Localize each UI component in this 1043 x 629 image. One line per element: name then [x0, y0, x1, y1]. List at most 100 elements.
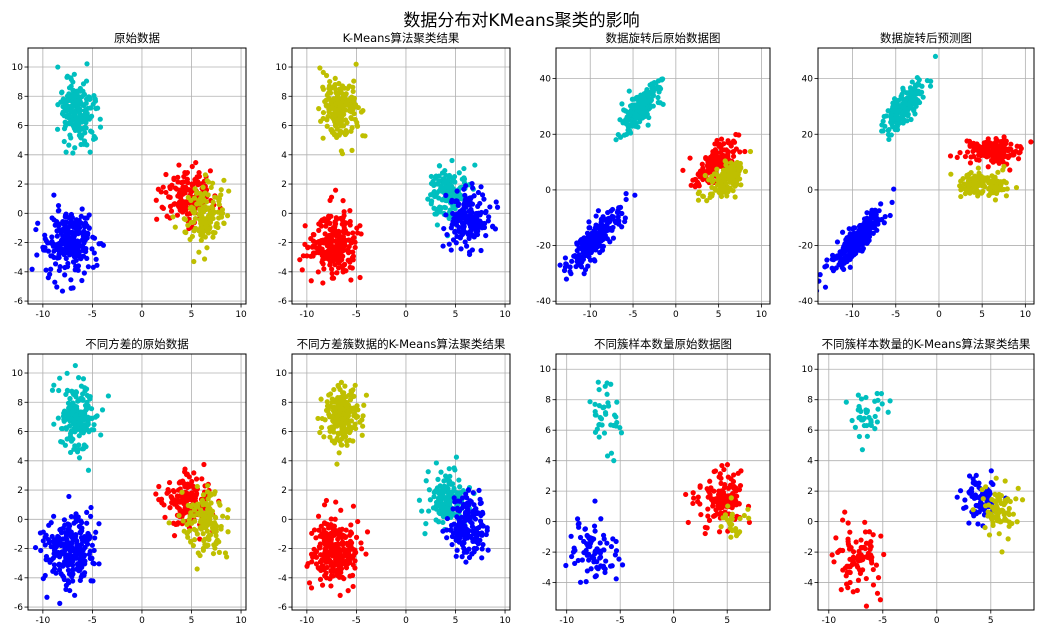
- scatter-point: [225, 507, 231, 513]
- scatter-point: [332, 262, 338, 268]
- scatter-point: [822, 284, 829, 290]
- scatter-point: [185, 530, 191, 536]
- scatter-point: [337, 130, 343, 136]
- scatter-point: [449, 489, 455, 495]
- scatter-point: [336, 412, 343, 418]
- y-tick-label: -6: [278, 297, 287, 307]
- scatter-point: [983, 150, 989, 156]
- y-tick-label: -2: [278, 239, 287, 249]
- scatter-point: [358, 540, 364, 546]
- scatter-point: [75, 229, 82, 235]
- scatter-point: [60, 111, 67, 117]
- scatter-point: [450, 177, 456, 183]
- scatter-point: [73, 217, 80, 223]
- scatter-point: [302, 223, 308, 229]
- scatter-point: [330, 523, 337, 529]
- scatter-point: [466, 249, 473, 255]
- scatter-point: [458, 246, 464, 252]
- scatter-point: [462, 192, 468, 198]
- y-tick-label: -40: [536, 297, 551, 307]
- scatter-point: [191, 258, 197, 265]
- scatter-point: [880, 128, 886, 134]
- scatter-point: [435, 195, 442, 201]
- scatter-point: [592, 528, 598, 534]
- scatter-point: [348, 540, 355, 546]
- scatter-point: [333, 111, 339, 117]
- scatter-point: [62, 541, 68, 547]
- y-tick-label: 10: [276, 369, 288, 379]
- scatter-point: [833, 255, 839, 261]
- scatter-point: [436, 178, 442, 184]
- scatter-point: [342, 131, 348, 138]
- scatter-point: [690, 490, 696, 496]
- scatter-point: [736, 165, 742, 171]
- x-tick-label: 5: [979, 310, 985, 320]
- scatter-point: [323, 97, 329, 103]
- scatter-point: [643, 108, 650, 114]
- scatter-point: [69, 104, 75, 110]
- scatter-point: [171, 175, 177, 181]
- scatter-point: [724, 184, 731, 190]
- scatter-point: [486, 214, 492, 220]
- scatter-point: [29, 266, 35, 272]
- scatter-point: [846, 244, 852, 250]
- scatter-point: [224, 514, 231, 521]
- scatter-point: [80, 233, 86, 239]
- scatter-point: [329, 572, 335, 579]
- scatter-point: [598, 416, 605, 422]
- scatter-point: [341, 111, 347, 118]
- scatter-point: [350, 583, 356, 590]
- scatter-point: [600, 563, 607, 569]
- y-tick-label: 10: [12, 63, 24, 73]
- x-tick-label: 0: [673, 310, 679, 320]
- x-tick-label: 10: [235, 310, 247, 320]
- scatter-point: [38, 547, 44, 554]
- scatter-point: [172, 185, 179, 191]
- scatter-point: [351, 393, 357, 399]
- scatter-point: [459, 540, 466, 546]
- scatter-point: [220, 513, 226, 519]
- scatter-point: [598, 516, 604, 522]
- scatter-point: [426, 487, 432, 493]
- scatter-point: [45, 248, 52, 254]
- scatter-point: [72, 592, 78, 598]
- scatter-point: [444, 535, 450, 541]
- scatter-point: [74, 538, 80, 544]
- scatter-point: [201, 461, 207, 468]
- scatter-point: [586, 219, 592, 225]
- scatter-point: [613, 548, 620, 554]
- scatter-point: [210, 199, 216, 205]
- scatter-point: [702, 172, 708, 179]
- scatter-point: [360, 133, 366, 139]
- scatter-point: [43, 557, 49, 563]
- scatter-point: [317, 576, 324, 583]
- scatter-point: [363, 551, 369, 557]
- scatter-point: [81, 416, 87, 423]
- scatter-point: [614, 399, 620, 405]
- scatter-point: [423, 521, 429, 527]
- scatter-point: [360, 413, 366, 419]
- scatter-point: [171, 201, 177, 207]
- scatter-point: [982, 143, 988, 149]
- scatter-point: [695, 498, 701, 505]
- y-tick-label: 6: [17, 122, 23, 132]
- scatter-point: [985, 136, 991, 142]
- scatter-point: [334, 569, 340, 575]
- scatter-point: [198, 237, 204, 243]
- scatter-point: [441, 225, 447, 232]
- scatter-points: [304, 379, 491, 598]
- scatter-point: [33, 226, 39, 233]
- y-tick-label: 8: [17, 398, 23, 408]
- scatter-point: [329, 396, 335, 402]
- scatter-point: [88, 406, 95, 412]
- scatter-point: [419, 508, 425, 514]
- scatter-point: [183, 471, 190, 478]
- scatter-point: [85, 403, 91, 409]
- scatter-point: [455, 202, 461, 209]
- scatter-point: [459, 527, 466, 533]
- scatter-point: [195, 182, 201, 188]
- scatter-point: [195, 510, 201, 517]
- scatter-point: [622, 218, 628, 225]
- scatter-point: [1007, 167, 1013, 173]
- scatter-point: [67, 431, 74, 437]
